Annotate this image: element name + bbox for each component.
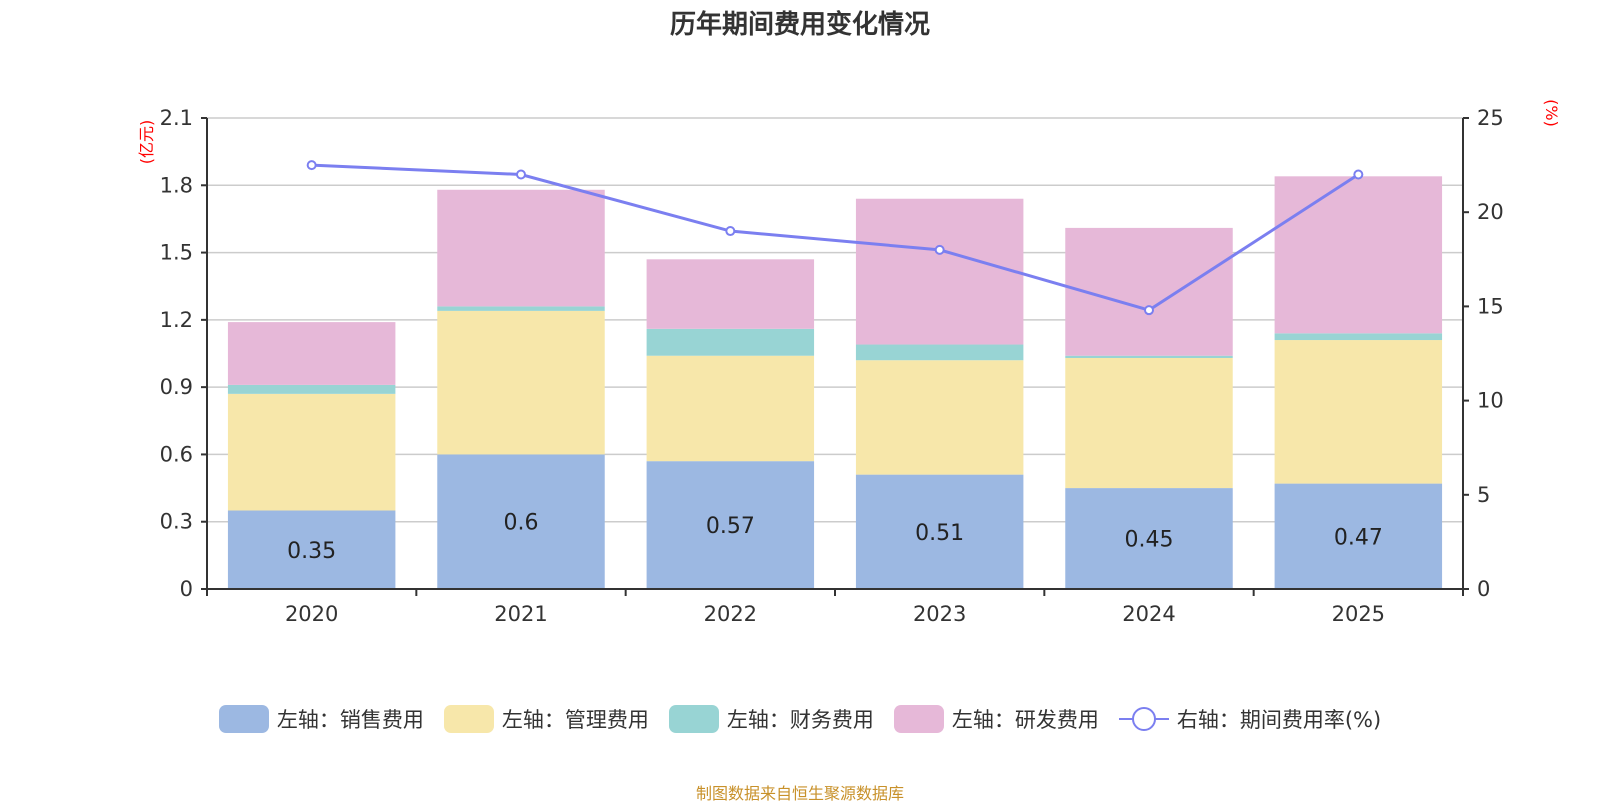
bar-segment xyxy=(646,259,815,329)
bar-data-label: 0.6 xyxy=(504,511,539,536)
right-axis-tick-label: 20 xyxy=(1477,200,1504,224)
x-axis-tick-label: 2022 xyxy=(704,602,757,626)
bar-segment xyxy=(227,384,396,394)
rate-point xyxy=(725,226,736,237)
bar-segment xyxy=(1274,176,1443,334)
x-axis-tick-label: 2020 xyxy=(285,602,338,626)
bar-segment xyxy=(1274,333,1443,341)
left-axis-tick-label: 0.3 xyxy=(160,510,193,534)
legend-label: 左轴：研发费用 xyxy=(951,708,1099,732)
legend-label: 左轴：财务费用 xyxy=(726,708,874,732)
bar-segment xyxy=(855,198,1024,345)
bar-segment xyxy=(1065,488,1233,589)
bar-segment xyxy=(855,474,1024,589)
bar-segment xyxy=(437,454,605,589)
legend-item[interactable]: 左轴：研发费用 xyxy=(893,704,1099,734)
left-axis-tick-label: 1.8 xyxy=(160,173,193,197)
bar-segment xyxy=(437,189,605,307)
legend-label: 左轴：管理费用 xyxy=(501,708,649,732)
right-axis-tick-label: 15 xyxy=(1477,294,1504,318)
right-axis-unit-label: (%) xyxy=(1542,99,1561,127)
x-axis-tick-label: 2024 xyxy=(1122,602,1175,626)
legend-item[interactable]: 左轴：销售费用 xyxy=(218,704,424,734)
legend-label: 右轴：期间费用率(%) xyxy=(1176,708,1382,732)
left-axis-tick-label: 1.5 xyxy=(160,241,193,265)
bar-segment xyxy=(437,306,605,311)
right-axis-tick-label: 25 xyxy=(1477,106,1504,130)
bar-segment xyxy=(646,461,815,589)
bar-segment xyxy=(227,510,396,589)
rate-point xyxy=(1144,305,1154,316)
right-axis-tick-label: 0 xyxy=(1477,577,1490,601)
bar-data-label: 0.47 xyxy=(1334,525,1383,550)
bar-segment xyxy=(437,310,605,455)
rate-point xyxy=(306,160,317,171)
left-axis-unit-label: (亿元) xyxy=(137,120,156,165)
bar-segment xyxy=(1065,355,1233,358)
left-axis-tick-label: 1.2 xyxy=(160,308,193,332)
left-axis-tick-label: 2.1 xyxy=(160,106,193,130)
legend-swatch-icon xyxy=(668,705,719,733)
legend-swatch-icon xyxy=(893,705,944,733)
bar-segment xyxy=(646,355,815,462)
legend-item[interactable]: 右轴：期间费用率(%) xyxy=(1118,704,1382,734)
right-axis-tick-label: 10 xyxy=(1477,389,1504,413)
legend-item[interactable]: 左轴：财务费用 xyxy=(668,704,874,734)
x-axis-tick-label: 2025 xyxy=(1332,602,1385,626)
bar-segment xyxy=(1065,227,1233,356)
bar-segment xyxy=(1065,357,1233,489)
legend-swatch-icon xyxy=(218,705,269,733)
rate-point xyxy=(516,169,526,180)
bar-segment xyxy=(1274,483,1443,589)
x-axis-tick-label: 2021 xyxy=(494,602,547,626)
rate-point xyxy=(1353,169,1364,180)
legend-swatch-icon xyxy=(443,705,494,733)
legend-line-marker-icon xyxy=(1118,707,1169,731)
legend-item[interactable]: 左轴：管理费用 xyxy=(443,704,649,734)
rate-point xyxy=(934,244,945,255)
bar-segment xyxy=(646,328,815,356)
bar-segment xyxy=(227,322,396,385)
chart-title: 历年期间费用变化情况 xyxy=(669,10,930,40)
bar-segment xyxy=(1274,340,1443,484)
bar-data-label: 0.51 xyxy=(915,521,964,546)
x-axis-tick-label: 2023 xyxy=(913,602,966,626)
bar-segment xyxy=(227,393,396,511)
legend-label: 左轴：销售费用 xyxy=(276,708,424,732)
legend: 左轴：销售费用 左轴：管理费用 左轴：财务费用 左轴：研发费用 右轴：期间费用率(%) xyxy=(0,704,1600,734)
left-axis-tick-label: 0 xyxy=(180,577,193,601)
source-note: 制图数据来自恒生聚源数据库 xyxy=(695,784,904,803)
bar-data-label: 0.45 xyxy=(1125,528,1174,553)
bar-segment xyxy=(855,344,1024,361)
bar-data-label: 0.57 xyxy=(706,514,755,539)
left-axis-tick-label: 0.9 xyxy=(160,375,193,399)
bar-segment xyxy=(855,360,1024,475)
left-axis-tick-label: 0.6 xyxy=(160,442,193,466)
bar-data-label: 0.35 xyxy=(287,539,336,564)
right-axis-tick-label: 5 xyxy=(1477,483,1490,507)
rate-line xyxy=(311,163,1360,312)
